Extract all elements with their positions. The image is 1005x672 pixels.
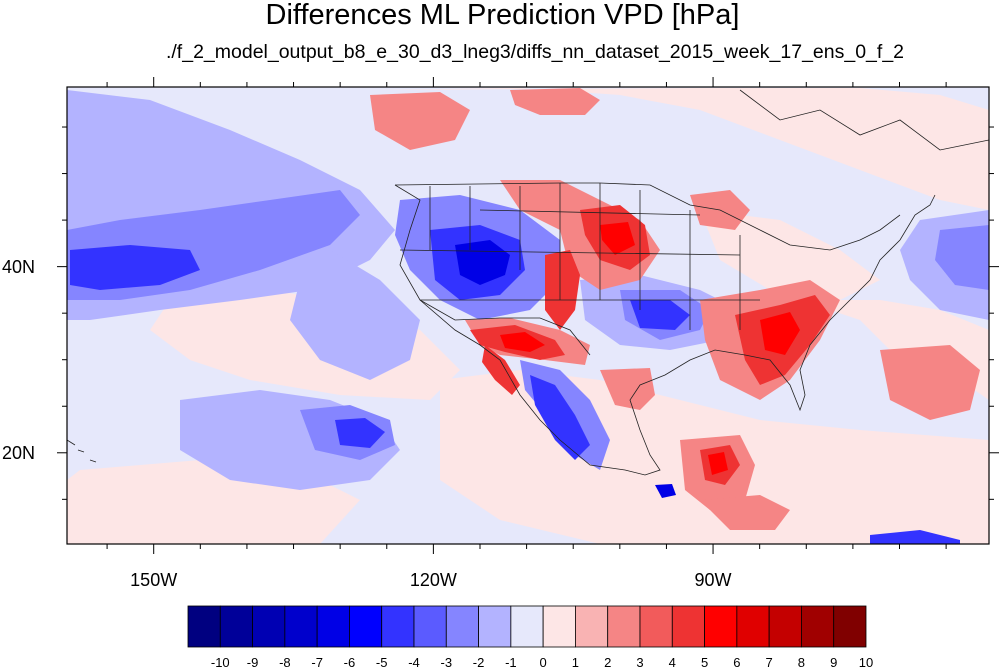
colorbar-label: -2 bbox=[472, 655, 485, 670]
colorbar-swatch bbox=[671, 605, 705, 648]
colorbar-label: 7 bbox=[765, 655, 773, 670]
colorbar-label: -1 bbox=[505, 655, 517, 670]
colorbar-swatch bbox=[252, 605, 286, 648]
colorbar-swatch bbox=[607, 605, 641, 648]
colorbar-swatch bbox=[510, 605, 544, 648]
colorbar-swatch bbox=[284, 605, 318, 648]
colorbar-label: 8 bbox=[797, 655, 806, 670]
colorbar bbox=[187, 605, 867, 648]
map-frame bbox=[66, 86, 990, 545]
colorbar-label: 6 bbox=[733, 655, 741, 670]
colorbar-swatch bbox=[768, 605, 802, 648]
colorbar-label: 10 bbox=[858, 655, 874, 670]
colorbar-label: -6 bbox=[343, 655, 356, 670]
light-negative-regions bbox=[67, 90, 989, 490]
colorbar-swatch bbox=[575, 605, 609, 648]
colorbar-swatch bbox=[316, 605, 350, 648]
colorbar-label: -3 bbox=[440, 655, 453, 670]
colorbar-swatch bbox=[219, 605, 253, 648]
axis-ticks bbox=[57, 77, 999, 554]
colorbar-swatch bbox=[639, 605, 673, 648]
colorbar-label: -9 bbox=[246, 655, 259, 670]
colorbar-label: 2 bbox=[604, 655, 612, 670]
colorbar-swatch bbox=[349, 605, 383, 648]
colorbar-swatch bbox=[542, 605, 576, 648]
latitude-tick-label: 40N bbox=[2, 256, 36, 277]
colorbar-label: 1 bbox=[571, 655, 580, 670]
colorbar-label: 5 bbox=[700, 655, 709, 670]
colorbar-swatch bbox=[381, 605, 415, 648]
longitude-tick-label: 90W bbox=[694, 570, 732, 590]
colorbar-swatch bbox=[704, 605, 738, 648]
strong-negative-regions bbox=[70, 225, 960, 544]
colorbar-swatch bbox=[736, 605, 770, 648]
latitude-tick-label: 20N bbox=[2, 442, 36, 463]
colorbar-swatch bbox=[478, 605, 512, 648]
colorbar-label: -5 bbox=[375, 655, 388, 670]
colorbar-label: -4 bbox=[408, 655, 420, 670]
colorbar-label: 0 bbox=[539, 655, 547, 670]
colorbar-swatch bbox=[833, 605, 867, 648]
strongest-positive-regions bbox=[500, 222, 800, 475]
colorbar-label: 3 bbox=[636, 655, 644, 670]
colorbar-label: 9 bbox=[830, 655, 838, 670]
country-borders bbox=[67, 89, 989, 476]
map-title: Differences ML Prediction VPD [hPa] bbox=[265, 0, 740, 31]
colorbar-swatch bbox=[413, 605, 447, 648]
colorbar-swatch bbox=[801, 605, 835, 648]
colorbar-swatch bbox=[445, 605, 479, 648]
map-subtitle: ./f_2_model_output_b8_e_30_d3_lneg3/diff… bbox=[165, 41, 905, 63]
colorbar-label: -8 bbox=[279, 655, 291, 670]
colorbar-label: -7 bbox=[311, 655, 323, 670]
longitude-tick-label: 150W bbox=[130, 570, 178, 590]
longitude-tick-label: 120W bbox=[409, 570, 457, 590]
colorbar-swatch bbox=[187, 605, 221, 648]
map-plot-area bbox=[67, 87, 989, 544]
colorbar-label: 4 bbox=[668, 655, 676, 670]
colorbar-label: -10 bbox=[210, 655, 230, 670]
